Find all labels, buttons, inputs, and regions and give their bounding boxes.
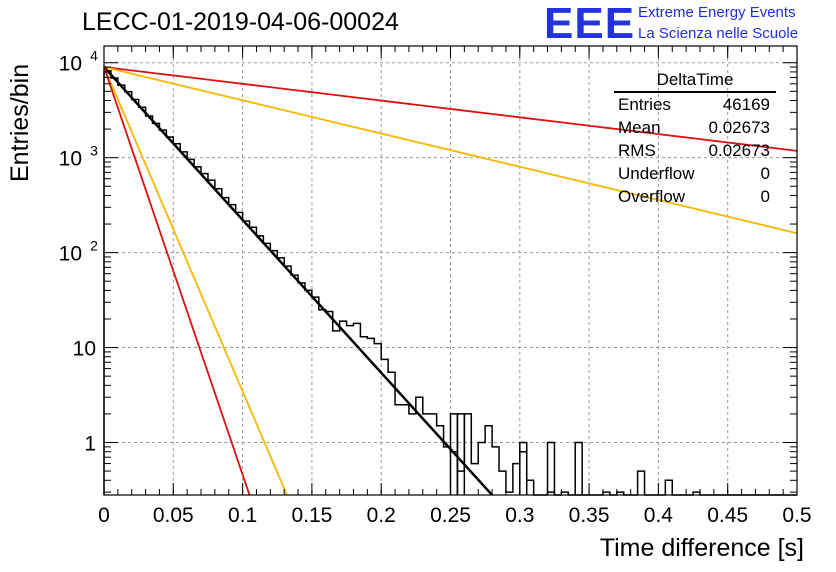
histogram-bin	[574, 441, 583, 495]
logo-line-2: La Scienza nelle Scuole	[638, 25, 799, 42]
chart-title: LECC-01-2019-04-06-00024	[82, 8, 399, 36]
eee-logo: EEE	[544, 0, 636, 48]
stats-row: Entries 46169	[614, 93, 776, 116]
y-axis-label: Entries/bin	[6, 63, 34, 182]
curve-red	[103, 66, 798, 152]
stats-value: 0.02673	[708, 141, 770, 160]
curve-orange	[103, 66, 798, 235]
stats-value: 46169	[722, 95, 770, 114]
x-tick-label: 0	[98, 504, 110, 527]
x-tick-label: 0.45	[707, 504, 748, 527]
x-tick-label: 0.15	[291, 504, 332, 527]
logo-line-1: Extreme Energy Events	[638, 4, 796, 21]
histogram-bin	[456, 413, 466, 495]
stats-row: Overflow 0	[614, 185, 776, 208]
axes: 0 0.05 0.1 0.15 0.2 0.25 0.3 0.35 0.4 0.45 0.5 1 10 1…	[59, 45, 812, 527]
curve-red	[103, 66, 251, 496]
x-tick-label: 0.05	[153, 504, 194, 527]
y-tick-label: 10	[59, 243, 82, 266]
histogram-bin	[519, 441, 528, 495]
stats-box: DeltaTime Entries 46169 Mean 0.02673 RMS 0.…	[614, 70, 776, 208]
curve-orange	[103, 66, 288, 496]
y-tick-label: 10	[59, 53, 82, 76]
y-tick-label: 1	[84, 433, 96, 456]
x-tick-label: 0.3	[505, 504, 534, 527]
x-axis-label: Time difference [s]	[599, 534, 804, 562]
stats-row: RMS 0.02673	[614, 139, 776, 162]
x-tick-label: 0.5	[782, 504, 811, 527]
y-tick-exponent: 4	[90, 48, 98, 64]
stats-title: DeltaTime	[614, 70, 776, 93]
y-tick-exponent: 2	[90, 238, 98, 254]
x-tick-label: 0.35	[569, 504, 610, 527]
stats-label: Entries	[618, 95, 671, 114]
logo-subtitle: Extreme Energy Events La Scienza nelle S…	[638, 2, 798, 44]
y-tick-label: 10	[59, 148, 82, 171]
stats-row: Mean 0.02673	[614, 116, 776, 139]
x-tick-label: 0.1	[228, 504, 257, 527]
histogram-bin	[546, 441, 556, 495]
y-tick-label: 10	[73, 338, 96, 361]
fit-curves	[103, 66, 798, 496]
x-tick-label: 0.25	[430, 504, 471, 527]
stats-value: 0	[760, 187, 770, 206]
stats-value: 0	[760, 164, 770, 183]
stats-label: Overflow	[618, 187, 686, 206]
stats-label: Mean	[618, 118, 661, 137]
stats-label: Underflow	[618, 164, 695, 183]
x-tick-label: 0.2	[367, 504, 396, 527]
stats-value: 0.02673	[708, 118, 770, 137]
y-tick-exponent: 3	[90, 143, 98, 159]
stats-label: RMS	[618, 141, 656, 160]
grid-lines	[104, 46, 797, 495]
x-tick-label: 0.4	[644, 504, 674, 527]
stats-row: Underflow 0	[614, 162, 776, 185]
curve-fit	[103, 66, 494, 496]
